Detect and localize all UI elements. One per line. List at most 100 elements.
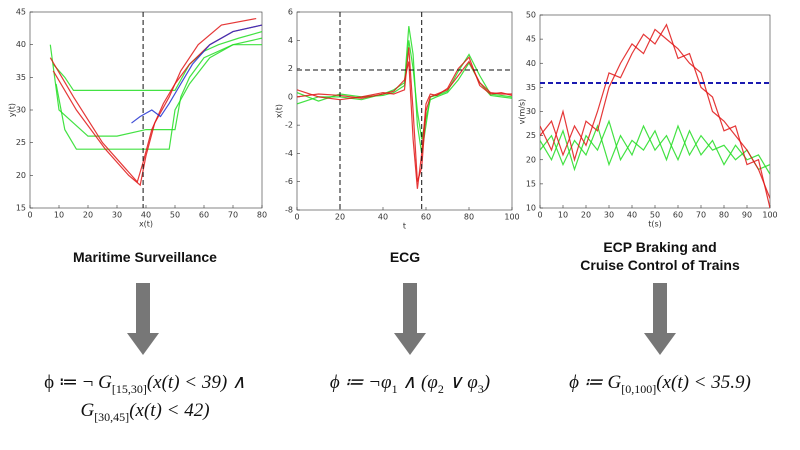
y-tick-label: 20	[526, 155, 536, 164]
y-tick-label: 4	[288, 36, 293, 45]
trace	[52, 17, 257, 187]
y-tick-label: 20	[16, 171, 26, 180]
caption: Maritime Surveillance	[73, 249, 217, 265]
x-tick-label: 50	[170, 211, 180, 220]
x-tick-label: 30	[604, 211, 614, 220]
y-tick-label: 25	[526, 131, 536, 140]
x-tick-label: 90	[742, 211, 752, 220]
x-tick-label: 80	[464, 213, 474, 222]
plots: 0 10 20 30 40 50 60 70 8015202530354045x(t)y(t)0…	[8, 8, 778, 231]
x-tick-label: 0	[294, 213, 299, 222]
x-axis-label: x(t)	[139, 220, 153, 229]
y-axis-label: y(t)	[8, 103, 17, 117]
y-tick-label: 25	[16, 138, 26, 147]
caption: ECG	[389, 249, 421, 265]
y-tick-label: 35	[526, 83, 536, 92]
y-tick-label: 40	[526, 59, 536, 68]
trace	[540, 119, 770, 172]
formula-part: G	[80, 399, 95, 421]
x-tick-label: 0	[537, 211, 542, 220]
x-tick-label: 20	[335, 213, 345, 222]
x-tick-label: 10	[54, 211, 64, 220]
x-tick-label: 70	[228, 211, 238, 220]
x-tick-label: 100	[762, 211, 777, 220]
y-tick-label: 35	[16, 73, 26, 82]
formula: ϕ ≔ ¬ G[15,30](x(t) < 39) ∧ G[30,45](x(t…	[20, 372, 270, 428]
plot-area	[296, 11, 513, 211]
x-tick-label: 100	[504, 213, 519, 222]
y-tick-label: 15	[16, 204, 26, 213]
arrow-shaft	[403, 283, 417, 333]
y-tick-label: 30	[16, 106, 26, 115]
formula-sub: [30,45]	[94, 409, 130, 424]
arrow-head	[394, 333, 426, 355]
x-tick-label: 10	[558, 211, 568, 220]
plot-area	[539, 14, 771, 209]
formula-part: ϕ ≔ ¬	[44, 372, 99, 393]
y-tick-label: 50	[526, 11, 536, 20]
formula-part: G	[607, 372, 622, 393]
chart: 0 10 20 30 40 50 60 70 80 15 20 25 30 35 40 45 x(t) y(t)	[8, 8, 268, 229]
formula-part: ϕ ≔	[569, 372, 608, 393]
formula-sub: [15,30]	[111, 381, 147, 396]
trace	[49, 37, 262, 137]
y-tick-label: 45	[16, 8, 26, 17]
formula: ϕ ≔ G[0,100](x(t) < 35.9)	[545, 372, 775, 400]
formula-sub: 2	[437, 381, 444, 396]
x-tick-label: 20	[83, 211, 93, 220]
chart: 0 20 40 60 80 100 -8 -6 -4 -2 0 2 4 6 t x(t)	[275, 8, 520, 231]
x-tick-label: 70	[696, 211, 706, 220]
trace	[55, 44, 262, 150]
traces	[49, 17, 262, 187]
x-axis-label: t	[403, 222, 406, 231]
x-tick-label: 0	[27, 211, 32, 220]
caption: ECP Braking and Cruise Control of Trains	[540, 238, 780, 274]
x-tick-label: 60	[421, 213, 431, 222]
plot-area	[29, 11, 263, 209]
trace	[540, 28, 770, 199]
y-axis-label: v(m/s)	[518, 99, 527, 125]
y-tick-label: -6	[285, 177, 293, 186]
trace	[131, 24, 262, 124]
x-tick-label: 20	[581, 211, 591, 220]
y-tick-label: -2	[285, 121, 293, 130]
formula-part: (x(t) < 39) ∧	[146, 372, 246, 393]
trace	[297, 56, 512, 189]
formula-part: (x(t) < 35.9)	[656, 372, 751, 393]
formula-sub: 1	[391, 381, 398, 396]
y-tick-label: 40	[16, 40, 26, 49]
caption-line: Cruise Control of Trains	[580, 257, 740, 273]
y-tick-label: 10	[526, 204, 536, 213]
y-tick-label: 2	[288, 64, 293, 73]
x-tick-label: 80	[719, 211, 729, 220]
x-tick-label: 60	[673, 211, 683, 220]
formula-sub: [0,100]	[621, 381, 657, 396]
y-axis-label: x(t)	[275, 104, 284, 118]
trace	[540, 23, 770, 208]
x-tick-label: 40	[627, 211, 637, 220]
formula-part: ϕ ≔ ¬φ	[329, 372, 392, 393]
x-tick-label: 60	[199, 211, 209, 220]
x-tick-label: 80	[257, 211, 267, 220]
formula-part: )	[483, 372, 491, 393]
y-tick-label: 0	[288, 92, 293, 101]
formula-part: ∧ (φ	[397, 372, 438, 393]
formula-part: G	[98, 372, 112, 393]
y-tick-label: 45	[526, 35, 536, 44]
x-axis-label: t(s)	[648, 220, 662, 229]
y-tick-label: -8	[285, 206, 293, 215]
y-tick-label: 15	[526, 179, 536, 188]
arrow-shaft	[136, 283, 150, 333]
formula-part: ∨ φ	[443, 372, 478, 393]
formula: ϕ ≔ ¬φ1 ∧ (φ2 ∨ φ3)	[310, 372, 510, 400]
traces	[540, 23, 770, 208]
x-tick-label: 30	[112, 211, 122, 220]
arrow-shaft	[653, 283, 667, 333]
x-tick-label: 40	[141, 211, 151, 220]
y-tick-label: 6	[288, 8, 293, 17]
y-tick-label: -4	[285, 149, 293, 158]
x-tick-label: 40	[378, 213, 388, 222]
arrow-head	[127, 333, 159, 355]
formula-part: (x(t) < 42)	[129, 399, 210, 421]
